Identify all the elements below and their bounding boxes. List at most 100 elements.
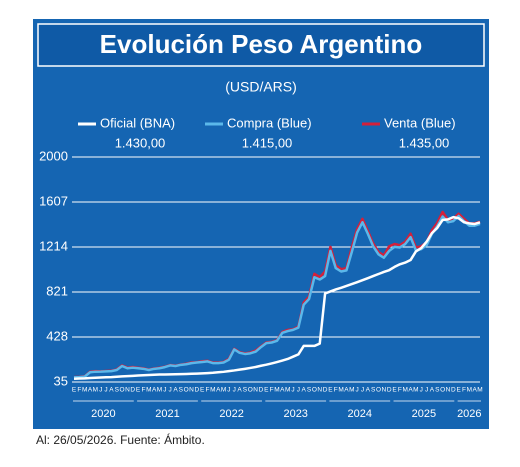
x-tick-label: D: [130, 387, 135, 394]
x-tick-label: N: [125, 387, 130, 394]
year-label: 2023: [283, 408, 307, 420]
y-tick-label: 1607: [39, 193, 68, 208]
x-tick-label: E: [392, 387, 397, 394]
x-tick-label: O: [248, 387, 253, 394]
series-line: [73, 215, 481, 381]
x-tick-label: S: [179, 387, 184, 394]
x-tick-label: O: [312, 387, 317, 394]
x-tick-label: A: [430, 387, 435, 394]
year-label: 2025: [412, 408, 436, 420]
y-tick-label: 428: [46, 328, 68, 343]
x-tick-label: O: [440, 387, 445, 394]
panel: [33, 19, 489, 429]
x-tick-label: S: [115, 387, 120, 394]
x-tick-label: A: [366, 387, 371, 394]
x-tick-label: N: [317, 387, 322, 394]
x-tick-label: J: [356, 387, 359, 394]
x-tick-label: D: [451, 387, 456, 394]
x-tick-label: O: [376, 387, 381, 394]
x-tick-label: D: [323, 387, 328, 394]
x-tick-label: A: [216, 387, 221, 394]
x-tick-label: M: [349, 387, 354, 394]
x-tick-label: M: [413, 387, 418, 394]
y-tick-label: 2000: [39, 148, 68, 163]
legend-value: 1.435,00: [399, 135, 450, 150]
y-tick-label: 35: [54, 373, 68, 388]
x-tick-label: A: [302, 387, 307, 394]
x-tick-label: M: [467, 387, 472, 394]
y-tick-label: 1214: [39, 238, 68, 253]
chart-title: Evolución Peso Argentino: [100, 29, 423, 59]
x-tick-label: E: [328, 387, 333, 394]
x-tick-label: F: [462, 387, 466, 394]
x-tick-label: M: [338, 387, 343, 394]
legend-label: Compra (Blue): [227, 115, 312, 130]
x-tick-label: F: [334, 387, 338, 394]
year-label: 2026: [457, 408, 481, 420]
legend-value: 1.415,00: [242, 135, 293, 150]
x-tick-label: J: [425, 387, 428, 394]
x-tick-label: F: [141, 387, 145, 394]
year-label: 2024: [348, 408, 372, 420]
x-tick-label: S: [371, 387, 376, 394]
x-tick-label: M: [402, 387, 407, 394]
x-tick-label: M: [274, 387, 279, 394]
x-tick-label: N: [189, 387, 194, 394]
legend-label: Venta (Blue): [384, 115, 456, 130]
x-tick-label: J: [163, 387, 166, 394]
subtitle: (USD/ARS): [225, 79, 297, 95]
x-tick-label: A: [173, 387, 178, 394]
x-tick-label: M: [146, 387, 151, 394]
legend-value: 1.430,00: [115, 135, 166, 150]
x-tick-label: D: [259, 387, 264, 394]
footer: Al: 26/05/2026. Fuente: Ámbito.: [36, 432, 205, 447]
x-tick-label: N: [381, 387, 386, 394]
x-tick-label: J: [99, 387, 102, 394]
x-tick-label: J: [169, 387, 172, 394]
x-tick-label: J: [233, 387, 236, 394]
x-tick-label: J: [291, 387, 294, 394]
x-tick-label: D: [387, 387, 392, 394]
x-tick-label: O: [120, 387, 125, 394]
x-tick-label: S: [435, 387, 440, 394]
x-tick-label: J: [227, 387, 230, 394]
x-tick-label: E: [136, 387, 141, 394]
x-tick-label: N: [253, 387, 258, 394]
x-tick-label: E: [72, 387, 77, 394]
x-tick-label: A: [344, 387, 349, 394]
x-tick-label: M: [285, 387, 290, 394]
y-tick-label: 821: [46, 283, 68, 298]
x-tick-label: A: [408, 387, 413, 394]
x-tick-label: D: [195, 387, 200, 394]
x-tick-label: A: [152, 387, 157, 394]
x-tick-label: J: [104, 387, 107, 394]
x-tick-label: M: [157, 387, 162, 394]
x-tick-label: A: [88, 387, 93, 394]
legend-label: Oficial (BNA): [100, 115, 175, 130]
title-box: [37, 23, 485, 67]
x-tick-label: E: [200, 387, 205, 394]
x-tick-label: M: [221, 387, 226, 394]
x-tick-label: F: [398, 387, 402, 394]
x-tick-label: J: [297, 387, 300, 394]
x-tick-label: M: [477, 387, 482, 394]
x-tick-label: J: [361, 387, 364, 394]
x-tick-label: M: [82, 387, 87, 394]
x-tick-label: S: [307, 387, 312, 394]
x-tick-label: A: [109, 387, 114, 394]
x-tick-label: F: [206, 387, 210, 394]
year-label: 2020: [91, 408, 115, 420]
x-tick-label: M: [93, 387, 98, 394]
x-tick-label: A: [472, 387, 477, 394]
year-label: 2022: [219, 408, 243, 420]
x-tick-label: O: [184, 387, 189, 394]
year-label: 2021: [155, 408, 179, 420]
series-line: [73, 214, 481, 379]
x-tick-label: A: [280, 387, 285, 394]
x-tick-label: M: [210, 387, 215, 394]
x-tick-label: S: [243, 387, 248, 394]
x-tick-label: E: [456, 387, 461, 394]
x-tick-label: J: [420, 387, 423, 394]
x-tick-label: F: [77, 387, 81, 394]
